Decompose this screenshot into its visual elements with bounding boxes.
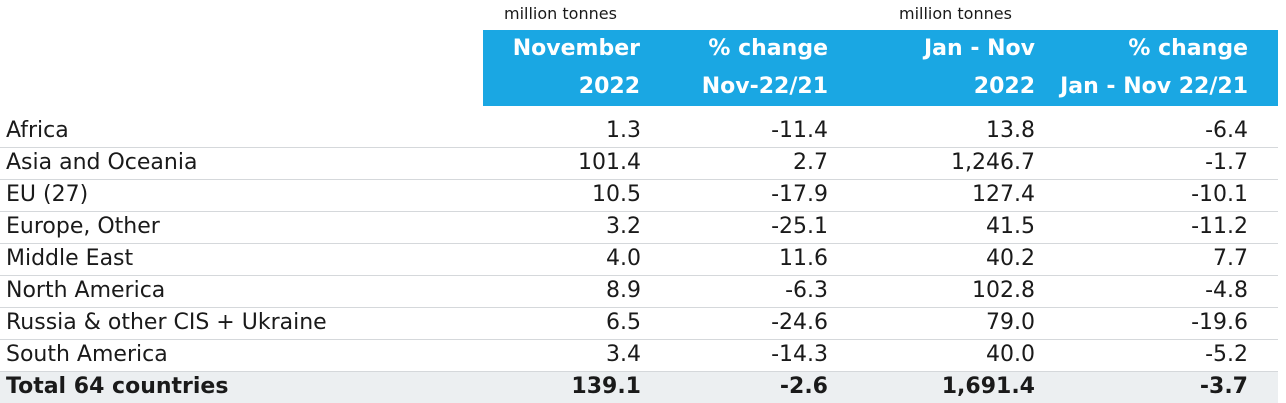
table-header: November 2022 % change Nov-22/21 Jan - Nov… <box>483 30 1278 106</box>
value-november: 4.0 <box>606 246 641 271</box>
value-jan-nov: 40.0 <box>986 342 1035 367</box>
header-pct-change-jan-nov: % change Jan - Nov 22/21 <box>1060 36 1248 99</box>
region-label: Middle East <box>6 246 134 271</box>
region-label: EU (27) <box>6 182 89 207</box>
table-row: Asia and Oceania 101.4 2.7 1,246.7 -1.7 <box>0 148 1278 180</box>
table-row: Russia & other CIS + Ukraine 6.5 -24.6 79.0… <box>0 308 1278 340</box>
table-row: EU (27) 10.5 -17.9 127.4 -10.1 <box>0 180 1278 212</box>
value-november: 6.5 <box>606 310 641 335</box>
value-pct-change-jan-nov: -5.2 <box>1205 342 1248 367</box>
value-pct-change-nov: -2.6 <box>779 374 828 399</box>
table-row: South America 3.4 -14.3 40.0 -5.2 <box>0 340 1278 372</box>
value-jan-nov: 1,691.4 <box>941 374 1035 399</box>
value-november: 3.4 <box>606 342 641 367</box>
header-pct-change-nov: % change Nov-22/21 <box>701 36 828 99</box>
value-pct-change-nov: -6.3 <box>785 278 828 303</box>
value-pct-change-nov: -17.9 <box>771 182 828 207</box>
region-label: Africa <box>6 118 69 143</box>
region-label: Russia & other CIS + Ukraine <box>6 310 327 335</box>
value-pct-change-jan-nov: 7.7 <box>1213 246 1248 271</box>
value-pct-change-jan-nov: -19.6 <box>1191 310 1248 335</box>
value-pct-change-nov: -24.6 <box>771 310 828 335</box>
value-pct-change-nov: -25.1 <box>771 214 828 239</box>
region-label: Asia and Oceania <box>6 150 198 175</box>
table-row: Middle East 4.0 11.6 40.2 7.7 <box>0 244 1278 276</box>
units-row: million tonnes million tonnes <box>0 4 1286 28</box>
total-row: Total 64 countries 139.1 -2.6 1,691.4 -3.7 <box>0 372 1278 403</box>
value-pct-change-nov: -14.3 <box>771 342 828 367</box>
value-jan-nov: 40.2 <box>986 246 1035 271</box>
table-row: Europe, Other 3.2 -25.1 41.5 -11.2 <box>0 212 1278 244</box>
value-november: 8.9 <box>606 278 641 303</box>
region-label: Total 64 countries <box>6 374 229 399</box>
table-body: Africa 1.3 -11.4 13.8 -6.4 Asia and Oceania 10… <box>0 116 1278 403</box>
value-jan-nov: 1,246.7 <box>951 150 1035 175</box>
region-label: North America <box>6 278 166 303</box>
value-november: 139.1 <box>571 374 641 399</box>
header-jan-nov-2022: Jan - Nov 2022 <box>923 36 1035 99</box>
value-pct-change-jan-nov: -3.7 <box>1199 374 1248 399</box>
value-pct-change-nov: 2.7 <box>793 150 828 175</box>
unit-label-ytd: million tonnes <box>899 4 1012 23</box>
header-november-2022: November 2022 <box>512 36 640 99</box>
value-pct-change-jan-nov: -1.7 <box>1205 150 1248 175</box>
region-label: South America <box>6 342 168 367</box>
value-pct-change-jan-nov: -4.8 <box>1205 278 1248 303</box>
region-label: Europe, Other <box>6 214 160 239</box>
table-row: Africa 1.3 -11.4 13.8 -6.4 <box>0 116 1278 148</box>
value-jan-nov: 127.4 <box>972 182 1035 207</box>
value-jan-nov: 13.8 <box>986 118 1035 143</box>
value-pct-change-jan-nov: -11.2 <box>1191 214 1248 239</box>
value-november: 10.5 <box>592 182 641 207</box>
value-pct-change-nov: -11.4 <box>771 118 828 143</box>
value-pct-change-jan-nov: -6.4 <box>1205 118 1248 143</box>
value-jan-nov: 102.8 <box>972 278 1035 303</box>
value-jan-nov: 79.0 <box>986 310 1035 335</box>
value-jan-nov: 41.5 <box>986 214 1035 239</box>
value-november: 3.2 <box>606 214 641 239</box>
value-november: 1.3 <box>606 118 641 143</box>
value-november: 101.4 <box>578 150 641 175</box>
value-pct-change-jan-nov: -10.1 <box>1191 182 1248 207</box>
table-row: North America 8.9 -6.3 102.8 -4.8 <box>0 276 1278 308</box>
value-pct-change-nov: 11.6 <box>779 246 828 271</box>
unit-label-monthly: million tonnes <box>504 4 617 23</box>
